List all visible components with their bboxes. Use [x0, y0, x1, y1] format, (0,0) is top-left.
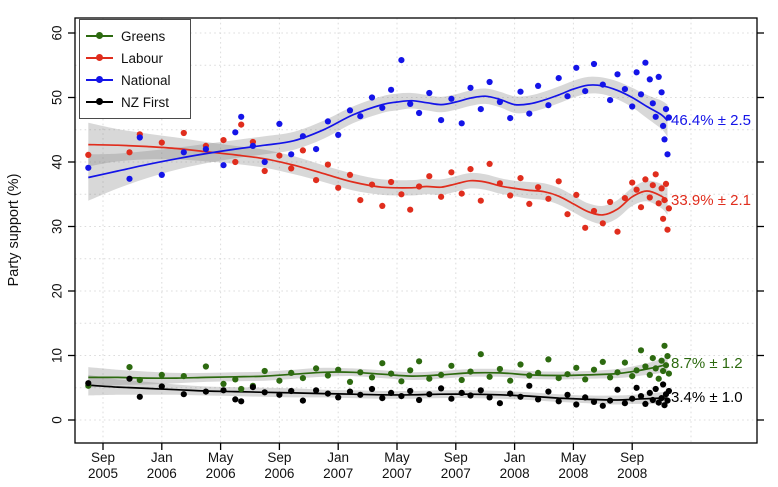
points-nz-first [85, 375, 673, 409]
svg-text:2006: 2006 [206, 466, 236, 481]
annotation-nz-first-final: 3.4% ± 1.0 [671, 389, 743, 407]
svg-text:2007: 2007 [441, 466, 471, 481]
nz-first-line-marker-icon [86, 98, 113, 107]
svg-text:40: 40 [50, 154, 65, 169]
axis-ticks [68, 32, 764, 450]
legend-item-national: National [86, 69, 184, 91]
trend-line-greens [88, 363, 668, 380]
trend-line-nz-first [88, 384, 668, 401]
legend-label-nz-first: NZ First [121, 94, 169, 110]
legend-item-labour: Labour [86, 47, 184, 69]
annotation-greens-final: 8.7% ± 1.2 [671, 354, 743, 372]
svg-text:2008: 2008 [500, 466, 530, 481]
annotation-national-final: 46.4% ± 2.5 [671, 111, 751, 129]
legend-item-nz-first: NZ First [86, 91, 184, 113]
band-greens [88, 356, 668, 388]
points-national [85, 57, 673, 182]
svg-text:2007: 2007 [382, 466, 412, 481]
greens-line-marker-icon [86, 32, 113, 41]
points-labour [85, 121, 673, 235]
annotation-labour-final: 33.9% ± 2.1 [671, 192, 751, 210]
svg-text:Jan: Jan [151, 450, 173, 465]
svg-text:Jan: Jan [327, 450, 349, 465]
trend-line-labour [88, 143, 669, 216]
svg-text:2006: 2006 [264, 466, 294, 481]
svg-text:Sep: Sep [620, 450, 644, 465]
svg-text:10: 10 [50, 348, 65, 363]
y-tick-labels: 0 10 20 30 40 50 60 [50, 25, 65, 423]
svg-text:2006: 2006 [147, 466, 177, 481]
labour-line-marker-icon [86, 54, 113, 63]
svg-text:2005: 2005 [88, 466, 118, 481]
legend-label-greens: Greens [121, 28, 166, 44]
svg-text:May: May [208, 450, 234, 465]
svg-text:20: 20 [50, 283, 65, 298]
svg-text:30: 30 [50, 219, 65, 234]
band-national [88, 76, 668, 201]
x-tick-labels: Sep2005Jan2006May2006Sep2006Jan2007May20… [88, 450, 647, 481]
plot-border [74, 17, 758, 444]
band-labour [88, 122, 668, 224]
svg-text:0: 0 [50, 416, 65, 424]
svg-text:Sep: Sep [444, 450, 468, 465]
svg-text:50: 50 [50, 90, 65, 105]
svg-text:May: May [384, 450, 410, 465]
svg-text:Sep: Sep [91, 450, 115, 465]
svg-text:Sep: Sep [267, 450, 291, 465]
y-axis-title: Party support (%) [6, 173, 22, 287]
national-line-marker-icon [86, 76, 113, 85]
legend: Greens Labour National NZ First [79, 19, 191, 119]
svg-text:2008: 2008 [558, 466, 588, 481]
svg-text:60: 60 [50, 25, 65, 40]
legend-item-greens: Greens [86, 25, 184, 47]
svg-text:May: May [561, 450, 587, 465]
svg-text:2007: 2007 [323, 466, 353, 481]
grid [75, 18, 757, 443]
legend-label-national: National [121, 72, 171, 88]
legend-label-labour: Labour [121, 50, 164, 66]
svg-text:2008: 2008 [617, 466, 647, 481]
svg-text:Jan: Jan [504, 450, 526, 465]
